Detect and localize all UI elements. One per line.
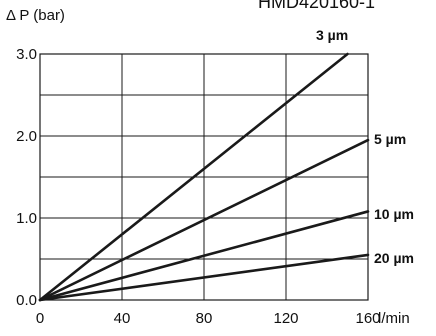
series-label: 20 µm [374, 250, 414, 266]
series-line [38, 253, 370, 302]
series-line [38, 52, 349, 302]
series-label: 5 µm [374, 131, 406, 147]
x-tick-label: 160 [355, 310, 380, 327]
series-label: 3 µm [316, 27, 348, 43]
series-line [38, 138, 370, 302]
corner-title: HMD420160-1 [258, 0, 375, 12]
y-tick-label: 1.0 [16, 210, 37, 227]
series-label: 10 µm [374, 206, 414, 222]
y-tick-label: 3.0 [16, 46, 37, 63]
x-tick-label: 120 [273, 310, 298, 327]
x-tick-label: 0 [36, 310, 44, 327]
x-tick-label: 40 [114, 310, 131, 327]
y-tick-label: 2.0 [16, 128, 37, 145]
x-tick-label: 80 [196, 310, 213, 327]
y-axis-title: Δ P (bar) [6, 7, 65, 24]
series-line [38, 210, 370, 302]
x-axis-title: l/min [378, 310, 410, 327]
y-tick-label: 0.0 [16, 292, 37, 309]
